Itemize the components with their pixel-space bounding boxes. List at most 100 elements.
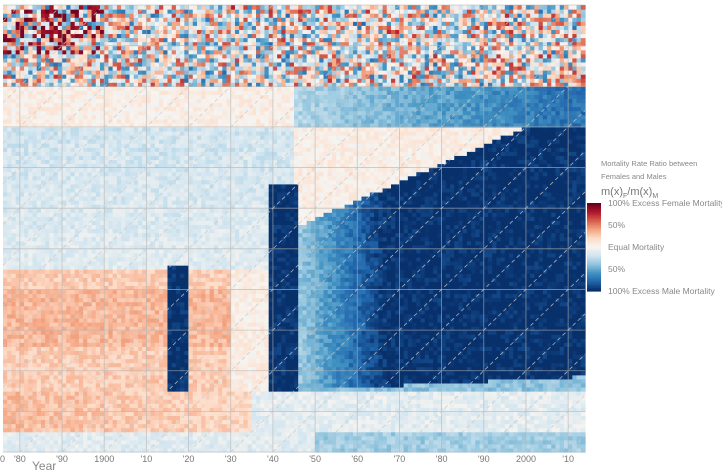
heatmap-cell <box>188 110 194 116</box>
heatmap-cell <box>19 236 25 242</box>
heatmap-cell <box>83 244 88 250</box>
heatmap-cell <box>121 53 126 59</box>
heatmap-cell <box>91 183 97 189</box>
heatmap-cell <box>100 415 105 421</box>
heatmap-cell <box>19 139 25 144</box>
heatmap-cell <box>175 139 181 144</box>
heatmap-cell <box>36 179 42 185</box>
heatmap-cell <box>150 407 156 412</box>
heatmap-cell <box>83 326 88 331</box>
heatmap-cell <box>11 431 17 437</box>
heatmap-cell <box>95 435 101 441</box>
heatmap-cell <box>129 37 135 43</box>
heatmap-cell <box>70 342 76 347</box>
heatmap-cell <box>66 106 72 112</box>
heatmap-cell <box>70 435 76 441</box>
heatmap-cell <box>45 204 50 209</box>
heatmap-cell <box>133 399 139 404</box>
heatmap-cell <box>66 183 72 189</box>
heatmap-cell <box>163 147 169 152</box>
heatmap-cell <box>116 102 122 108</box>
heatmap-cell <box>129 419 135 425</box>
heatmap-cell <box>180 382 185 388</box>
heatmap-cell <box>146 330 152 335</box>
heatmap-cell <box>116 256 122 262</box>
heatmap-cell <box>78 443 84 449</box>
heatmap-cell <box>175 346 181 352</box>
heatmap-cell <box>74 378 80 384</box>
heatmap-cell <box>142 447 147 453</box>
heatmap-cell <box>28 70 34 75</box>
heatmap-cell <box>125 281 131 286</box>
heatmap-cell <box>95 82 101 87</box>
heatmap-cell <box>150 269 156 274</box>
heatmap-cell <box>116 98 122 104</box>
heatmap-cell <box>15 135 21 140</box>
heatmap-cell <box>100 25 105 30</box>
heatmap-cell <box>133 378 139 384</box>
heatmap-cell <box>11 122 17 128</box>
heatmap-cell <box>129 228 135 234</box>
heatmap-cell <box>104 139 110 144</box>
heatmap-cell <box>192 346 198 352</box>
heatmap-cell <box>163 289 169 295</box>
heatmap-cell <box>142 374 147 380</box>
heatmap-cell <box>108 366 114 372</box>
heatmap-cell <box>19 313 25 319</box>
heatmap-cell <box>125 228 131 234</box>
heatmap-cell <box>19 5 25 10</box>
heatmap-cell <box>32 334 38 339</box>
heatmap-cell <box>171 261 177 266</box>
heatmap-cell <box>163 285 169 291</box>
heatmap-cell <box>188 378 194 384</box>
heatmap-cell <box>121 147 126 152</box>
heatmap-cell <box>91 130 97 136</box>
heatmap-cell <box>19 366 25 372</box>
heatmap-cell <box>15 395 21 400</box>
heatmap-cell <box>121 252 126 258</box>
heatmap-cell <box>104 423 110 429</box>
heatmap-cell <box>87 139 93 144</box>
heatmap-cell <box>104 228 110 234</box>
heatmap-cell <box>167 195 173 201</box>
heatmap-cell <box>104 240 110 246</box>
heatmap-cell <box>40 86 46 91</box>
heatmap-cell <box>167 297 173 303</box>
heatmap-cell <box>95 313 101 319</box>
heatmap-cell <box>146 179 152 185</box>
heatmap-cell <box>62 391 67 396</box>
heatmap-cell <box>159 90 164 95</box>
heatmap-cell <box>100 171 105 177</box>
heatmap-cell <box>3 143 8 148</box>
heatmap-cell <box>62 159 67 165</box>
heatmap-cell <box>150 386 156 392</box>
heatmap-cell <box>95 151 101 156</box>
heatmap-cell <box>116 370 122 376</box>
heatmap-cell <box>104 86 110 91</box>
heatmap-cell <box>154 45 160 51</box>
heatmap-cell <box>133 208 139 213</box>
heatmap-cell <box>104 21 110 26</box>
heatmap-cell <box>62 354 67 360</box>
heatmap-cell <box>74 431 80 437</box>
heatmap-cell <box>100 443 105 449</box>
heatmap-cell <box>188 350 194 356</box>
heatmap-cell <box>125 439 131 445</box>
heatmap-cell <box>36 65 42 71</box>
heatmap-cell <box>129 261 135 266</box>
heatmap-cell <box>95 98 101 104</box>
heatmap-cell <box>78 399 84 404</box>
heatmap-cell <box>28 25 34 30</box>
heatmap-cell <box>11 443 17 449</box>
heatmap-cell <box>188 228 194 234</box>
heatmap-cell <box>112 439 118 445</box>
heatmap-cell <box>70 269 76 274</box>
heatmap-cell <box>125 212 131 217</box>
heatmap-cell <box>167 82 173 87</box>
heatmap-cell <box>49 143 55 148</box>
heatmap-cell <box>163 403 169 408</box>
heatmap-cell <box>121 143 126 148</box>
heatmap-cell <box>62 70 67 75</box>
heatmap-cell <box>74 41 80 47</box>
heatmap-cell <box>104 17 110 22</box>
